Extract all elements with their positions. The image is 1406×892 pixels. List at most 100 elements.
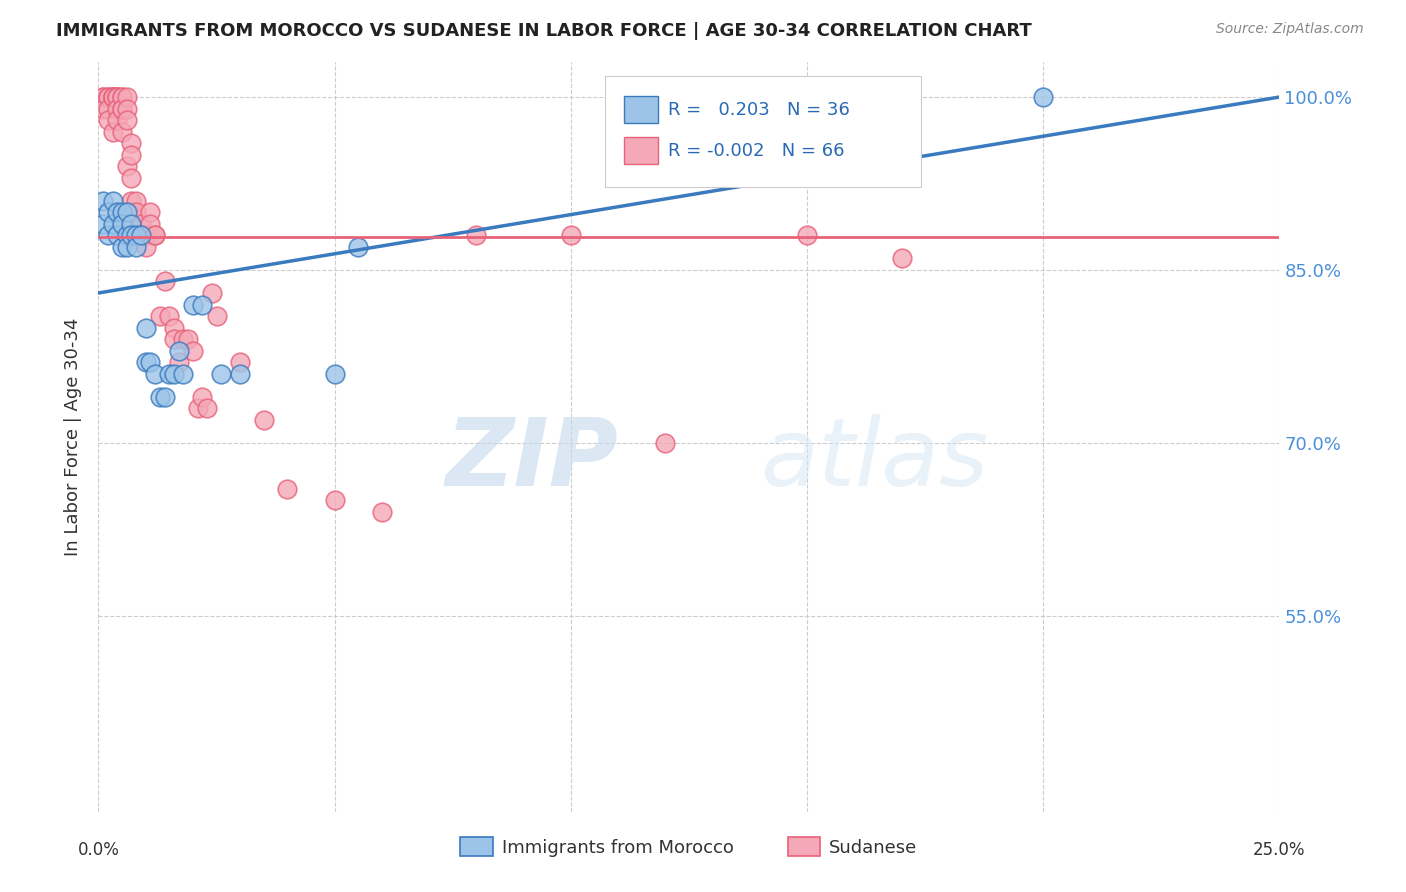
- Point: [111, 102, 134, 116]
- Point: [105, 90, 128, 104]
- Point: [101, 90, 124, 104]
- Point: [121, 228, 143, 243]
- Point: [163, 332, 186, 346]
- Point: [115, 240, 138, 254]
- Point: [121, 170, 143, 185]
- Point: [129, 217, 152, 231]
- Point: [97, 90, 120, 104]
- Point: [139, 205, 162, 219]
- Point: [153, 275, 176, 289]
- Point: [191, 297, 214, 311]
- Point: [111, 90, 134, 104]
- Point: [890, 252, 912, 266]
- Point: [153, 390, 176, 404]
- Point: [139, 217, 162, 231]
- Point: [111, 240, 134, 254]
- Point: [121, 136, 143, 150]
- Point: [111, 102, 134, 116]
- Point: [121, 217, 143, 231]
- Point: [205, 309, 228, 323]
- Point: [1032, 90, 1054, 104]
- Point: [129, 228, 152, 243]
- Point: [125, 240, 148, 254]
- Point: [143, 228, 166, 243]
- Point: [111, 90, 134, 104]
- Point: [347, 240, 370, 254]
- Point: [157, 367, 180, 381]
- Point: [163, 320, 186, 334]
- Y-axis label: In Labor Force | Age 30-34: In Labor Force | Age 30-34: [65, 318, 83, 557]
- Point: [129, 228, 152, 243]
- Point: [125, 228, 148, 243]
- Point: [101, 90, 124, 104]
- Point: [135, 228, 157, 243]
- Point: [115, 205, 138, 219]
- Point: [115, 228, 138, 243]
- Point: [177, 332, 200, 346]
- Point: [560, 228, 582, 243]
- Point: [97, 113, 120, 128]
- Point: [191, 390, 214, 404]
- Point: [105, 90, 128, 104]
- Point: [115, 102, 138, 116]
- Point: [115, 90, 138, 104]
- Point: [181, 343, 204, 358]
- Point: [167, 355, 190, 369]
- Point: [167, 343, 190, 358]
- Text: atlas: atlas: [759, 414, 988, 505]
- Point: [125, 228, 148, 243]
- Point: [115, 113, 138, 128]
- Text: Source: ZipAtlas.com: Source: ZipAtlas.com: [1216, 22, 1364, 37]
- Point: [121, 194, 143, 208]
- Legend: Immigrants from Morocco, Sudanese: Immigrants from Morocco, Sudanese: [460, 838, 918, 856]
- Point: [229, 355, 252, 369]
- Point: [253, 413, 276, 427]
- Point: [187, 401, 209, 416]
- Point: [135, 355, 157, 369]
- Point: [121, 147, 143, 161]
- Point: [111, 205, 134, 219]
- Point: [115, 159, 138, 173]
- Point: [143, 367, 166, 381]
- Point: [195, 401, 218, 416]
- Point: [111, 125, 134, 139]
- Point: [181, 297, 204, 311]
- Point: [135, 240, 157, 254]
- Text: R =   0.203   N = 36: R = 0.203 N = 36: [668, 101, 849, 119]
- Point: [172, 367, 194, 381]
- Point: [97, 102, 120, 116]
- Point: [143, 228, 166, 243]
- Point: [101, 90, 124, 104]
- Point: [796, 228, 818, 243]
- Point: [91, 194, 114, 208]
- Point: [323, 367, 346, 381]
- Point: [101, 194, 124, 208]
- Point: [105, 228, 128, 243]
- Point: [163, 367, 186, 381]
- Point: [105, 113, 128, 128]
- Point: [97, 228, 120, 243]
- Point: [276, 482, 298, 496]
- Point: [105, 102, 128, 116]
- Point: [105, 205, 128, 219]
- Point: [209, 367, 232, 381]
- Point: [105, 90, 128, 104]
- Point: [149, 309, 172, 323]
- Point: [125, 194, 148, 208]
- Text: 0.0%: 0.0%: [77, 840, 120, 858]
- Point: [149, 390, 172, 404]
- Point: [121, 205, 143, 219]
- Point: [101, 125, 124, 139]
- Point: [91, 90, 114, 104]
- Point: [654, 435, 676, 450]
- Text: R = -0.002   N = 66: R = -0.002 N = 66: [668, 142, 845, 160]
- Point: [91, 102, 114, 116]
- Point: [91, 90, 114, 104]
- Point: [139, 355, 162, 369]
- Text: IMMIGRANTS FROM MOROCCO VS SUDANESE IN LABOR FORCE | AGE 30-34 CORRELATION CHART: IMMIGRANTS FROM MOROCCO VS SUDANESE IN L…: [56, 22, 1032, 40]
- Point: [371, 505, 394, 519]
- Point: [201, 285, 224, 300]
- Point: [101, 217, 124, 231]
- Text: ZIP: ZIP: [446, 414, 619, 506]
- Point: [101, 90, 124, 104]
